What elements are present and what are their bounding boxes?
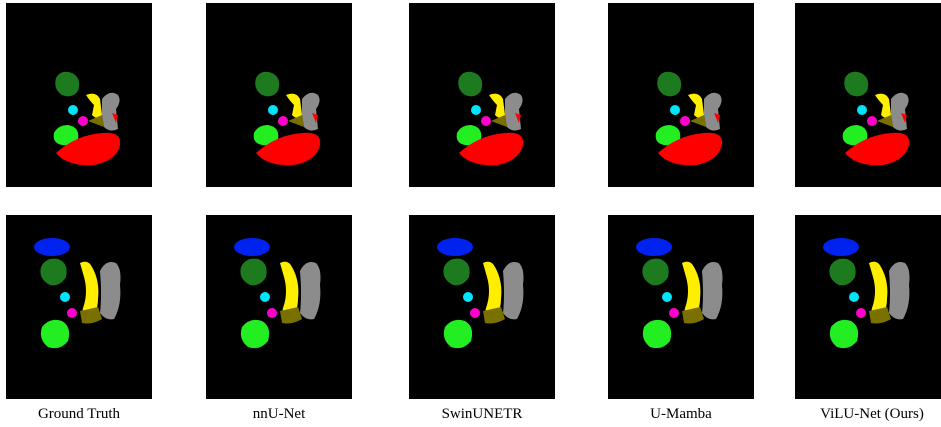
grid [6,3,941,399]
column-label: nnU-Net [253,406,306,422]
column-label: ViLU-Net (Ours) [820,406,924,422]
segmentation-panel [6,215,152,399]
segmentation-panel [409,215,555,399]
column-label: Ground Truth [38,406,121,422]
figure: Ground Truth nnU-Net SwinUNETR U-Mamba V… [0,0,941,427]
segmentation-panel [608,215,754,399]
segmentation-panel [795,215,941,399]
column-label: SwinUNETR [442,406,523,422]
segmentation-panel [6,3,152,187]
segmentation-panel [409,3,555,187]
segmentation-panel [608,3,754,187]
segmentation-panel [206,215,352,399]
segmentation-panel [206,3,352,187]
column-label: U-Mamba [650,406,712,422]
segmentation-panel [795,3,941,187]
